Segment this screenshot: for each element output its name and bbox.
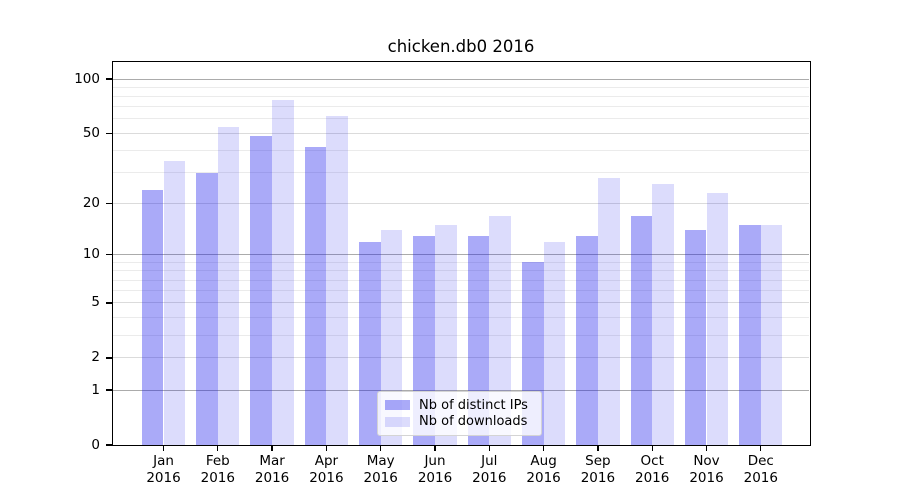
chart-title: chicken.db0 2016 — [387, 37, 535, 56]
gridline-minor-90 — [112, 86, 809, 88]
y-tick-mark-20 — [105, 202, 112, 205]
x-tick-label-oct: Oct 2016 — [635, 453, 670, 486]
y-tick-mark-5 — [105, 302, 112, 304]
x-tick-label-nov: Nov 2016 — [689, 453, 724, 486]
x-tick-label-feb: Feb 2016 — [200, 453, 235, 486]
gridline-minor-6 — [112, 290, 809, 292]
bar-nb-of-distinct-ips-oct — [630, 215, 653, 445]
x-tick-mark-mar — [271, 445, 273, 451]
y-tick-mark-0 — [105, 444, 112, 446]
bar-nb-of-distinct-ips-dec — [739, 225, 761, 445]
x-tick-label-sep: Sep 2016 — [580, 453, 616, 486]
x-tick-label-mar: Mar 2016 — [254, 453, 290, 486]
bar-nb-of-distinct-ips-jan — [141, 189, 164, 445]
legend-label-downloads: Nb of downloads — [419, 414, 528, 430]
gridline-major-1 — [112, 389, 809, 391]
legend-item-downloads: Nb of downloads — [385, 414, 533, 431]
x-tick-mark-may — [380, 445, 382, 451]
gridline-minor-30 — [112, 172, 809, 174]
x-tick-label-may: May 2016 — [363, 453, 398, 486]
gridline-labeled-5 — [112, 302, 809, 304]
bar-nb-of-downloads-jul — [489, 215, 511, 445]
gridline-minor-4 — [112, 316, 809, 318]
x-tick-label-aug: Aug 2016 — [526, 453, 561, 486]
x-tick-mark-jul — [488, 445, 490, 451]
legend-item-distinct-ips: Nb of distinct IPs — [385, 397, 533, 414]
x-tick-mark-sep — [597, 445, 599, 451]
y-tick-mark-1 — [105, 389, 112, 391]
bar-nb-of-distinct-ips-apr — [304, 146, 327, 445]
gridline-minor-70 — [112, 106, 809, 108]
bar-nb-of-distinct-ips-may — [359, 241, 381, 445]
x-tick-label-jul: Jul 2016 — [472, 453, 507, 486]
gridline-labeled-2 — [112, 357, 809, 359]
x-tick-label-jun: Jun 2016 — [417, 453, 453, 486]
bar-nb-of-downloads-dec — [760, 225, 783, 445]
gridline-minor-3 — [112, 334, 809, 336]
y-tick-label-5: 5 — [91, 294, 100, 311]
y-tick-label-0: 0 — [91, 436, 100, 453]
bar-nb-of-distinct-ips-sep — [576, 235, 598, 445]
y-tick-label-10: 10 — [82, 246, 100, 263]
x-tick-mark-nov — [705, 445, 708, 451]
bar-nb-of-downloads-jun — [435, 225, 457, 445]
x-tick-label-dec: Dec 2016 — [743, 453, 778, 486]
x-tick-mark-aug — [542, 445, 545, 451]
x-tick-mark-feb — [217, 445, 219, 451]
y-tick-label-2: 2 — [91, 349, 100, 366]
gridline-minor-40 — [112, 150, 809, 151]
legend-swatch-downloads — [385, 416, 410, 427]
bar-nb-of-distinct-ips-mar — [250, 136, 273, 445]
gridline-minor-80 — [112, 96, 809, 97]
bar-nb-of-downloads-feb — [217, 127, 240, 445]
bar-nb-of-downloads-jan — [163, 160, 186, 445]
legend-label-distinct-ips: Nb of distinct IPs — [419, 397, 528, 413]
bar-nb-of-downloads-apr — [326, 116, 349, 445]
gridline-labeled-20 — [112, 203, 809, 205]
gridline-major-10 — [112, 254, 809, 256]
legend: Nb of distinct IPs Nb of downloads — [377, 391, 542, 436]
gridline-minor-9 — [112, 261, 809, 263]
gridline-minor-7 — [112, 279, 809, 281]
x-tick-mark-jun — [434, 445, 436, 451]
legend-swatch-distinct-ips — [385, 400, 410, 411]
bar-nb-of-downloads-oct — [652, 183, 674, 445]
y-tick-label-100: 100 — [74, 70, 100, 87]
gridline-minor-8 — [112, 270, 809, 272]
y-tick-label-1: 1 — [91, 381, 100, 398]
bar-nb-of-distinct-ips-feb — [196, 172, 218, 445]
y-tick-mark-50 — [105, 132, 112, 134]
bar-nb-of-downloads-sep — [597, 177, 620, 445]
y-tick-mark-100 — [105, 78, 112, 80]
gridline-labeled-50 — [112, 132, 809, 134]
bar-nb-of-distinct-ips-nov — [684, 230, 707, 445]
y-tick-label-20: 20 — [82, 195, 100, 212]
bar-nb-of-downloads-aug — [543, 241, 566, 445]
y-tick-mark-2 — [105, 357, 112, 359]
x-tick-mark-oct — [651, 445, 653, 451]
x-tick-label-jan: Jan 2016 — [146, 453, 181, 486]
gridline-minor-60 — [112, 118, 809, 120]
x-tick-mark-apr — [325, 445, 328, 451]
y-tick-label-50: 50 — [82, 124, 100, 141]
x-tick-mark-jan — [162, 445, 165, 451]
y-tick-mark-10 — [105, 254, 112, 256]
bar-nb-of-downloads-nov — [706, 192, 729, 445]
gridline-major-100 — [112, 78, 809, 80]
x-tick-mark-dec — [760, 445, 762, 451]
bar-nb-of-downloads-mar — [272, 99, 294, 445]
x-tick-label-apr: Apr 2016 — [309, 453, 344, 486]
